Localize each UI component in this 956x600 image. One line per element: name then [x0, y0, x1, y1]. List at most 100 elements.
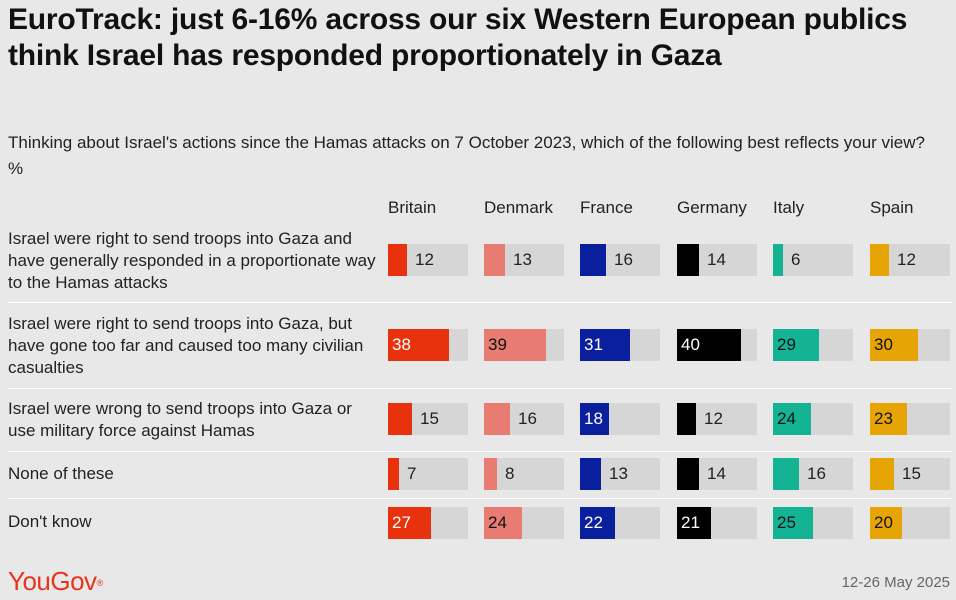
- value-label-denmark: 24: [488, 513, 507, 532]
- value-label-italy: 16: [807, 464, 826, 483]
- bar-track-britain: 15: [388, 403, 468, 435]
- bar-denmark: [484, 507, 522, 539]
- value-label-france: 16: [614, 250, 633, 269]
- bar-spain: [870, 329, 918, 361]
- row-divider: [8, 498, 952, 499]
- country-header-germany: Germany: [677, 198, 747, 217]
- value-label-denmark: 8: [505, 464, 515, 483]
- bar-britain: [388, 244, 407, 276]
- bar-track-spain: 15: [870, 458, 950, 490]
- value-label-germany: 14: [707, 464, 726, 483]
- value-label-italy: 6: [791, 250, 801, 269]
- value-label-spain: 15: [902, 464, 921, 483]
- bar-track-france: 31: [580, 329, 660, 361]
- value-label-italy: 25: [777, 513, 796, 532]
- value-label-germany: 14: [707, 250, 726, 269]
- bar-track-denmark: 39: [484, 329, 564, 361]
- bar-track-denmark: 24: [484, 507, 564, 539]
- logo-text: YouGov: [8, 566, 97, 596]
- value-label-spain: 20: [874, 513, 893, 532]
- bar-track-france: 18: [580, 403, 660, 435]
- value-label-france: 18: [584, 409, 603, 428]
- bar-britain: [388, 403, 412, 435]
- bar-germany: [677, 507, 711, 539]
- bar-track-spain: 12: [870, 244, 950, 276]
- bar-track-denmark: 16: [484, 403, 564, 435]
- bar-track-germany: 14: [677, 458, 757, 490]
- bar-france: [580, 403, 609, 435]
- value-label-denmark: 16: [518, 409, 537, 428]
- bar-track-spain: 30: [870, 329, 950, 361]
- bar-germany: [677, 244, 699, 276]
- row-divider: [8, 302, 952, 303]
- country-header-denmark: Denmark: [484, 198, 553, 217]
- bar-denmark: [484, 403, 510, 435]
- fieldwork-date: 12-26 May 2025: [841, 574, 950, 591]
- bar-britain: [388, 458, 399, 490]
- bar-track-britain: 38: [388, 329, 468, 361]
- bar-spain: [870, 458, 894, 490]
- value-label-italy: 29: [777, 335, 796, 354]
- value-label-france: 13: [609, 464, 628, 483]
- value-label-italy: 24: [777, 409, 796, 428]
- bar-track-france: 16: [580, 244, 660, 276]
- row-label: Israel were wrong to send troops into Ga…: [8, 399, 352, 440]
- country-header-spain: Spain: [870, 198, 914, 217]
- bar-germany: [677, 329, 741, 361]
- row-divider: [8, 388, 952, 389]
- bar-track-germany: 40: [677, 329, 757, 361]
- bar-britain: [388, 329, 449, 361]
- value-label-denmark: 39: [488, 335, 507, 354]
- row-label: None of these: [8, 464, 114, 483]
- value-label-britain: 15: [420, 409, 439, 428]
- bar-track-france: 13: [580, 458, 660, 490]
- value-label-britain: 38: [392, 335, 411, 354]
- bar-track-germany: 12: [677, 403, 757, 435]
- country-header-britain: Britain: [388, 198, 437, 217]
- country-header-italy: Italy: [773, 198, 805, 217]
- bar-spain: [870, 244, 889, 276]
- bar-italy: [773, 403, 811, 435]
- bar-track-italy: 6: [773, 244, 853, 276]
- bar-track-italy: 24: [773, 403, 853, 435]
- value-label-france: 31: [584, 335, 603, 354]
- value-label-britain: 27: [392, 513, 411, 532]
- bar-track-britain: 12: [388, 244, 468, 276]
- bar-germany: [677, 403, 696, 435]
- row-divider: [8, 451, 952, 452]
- bar-italy: [773, 458, 799, 490]
- bar-denmark: [484, 329, 546, 361]
- value-label-france: 22: [584, 513, 603, 532]
- bar-italy: [773, 507, 813, 539]
- value-label-denmark: 13: [513, 250, 532, 269]
- value-label-spain: 12: [897, 250, 916, 269]
- row-label: Israel were right to send troops into Ga…: [8, 314, 364, 377]
- bar-track-italy: 25: [773, 507, 853, 539]
- bar-track-italy: 16: [773, 458, 853, 490]
- value-label-britain: 12: [415, 250, 434, 269]
- bar-track-britain: 7: [388, 458, 468, 490]
- bar-germany: [677, 458, 699, 490]
- value-label-britain: 7: [407, 464, 417, 483]
- chart-title: EuroTrack: just 6-16% across our six Wes…: [8, 3, 908, 72]
- bar-track-denmark: 8: [484, 458, 564, 490]
- bar-track-france: 22: [580, 507, 660, 539]
- bar-track-spain: 23: [870, 403, 950, 435]
- bar-track-germany: 21: [677, 507, 757, 539]
- bar-italy: [773, 244, 783, 276]
- value-label-germany: 12: [704, 409, 723, 428]
- bar-spain: [870, 403, 907, 435]
- row-label: Israel were right to send troops into Ga…: [8, 229, 376, 292]
- bar-france: [580, 458, 601, 490]
- bar-france: [580, 507, 615, 539]
- bar-france: [580, 244, 606, 276]
- row-label: Don't know: [8, 512, 92, 531]
- bar-italy: [773, 329, 819, 361]
- bar-track-spain: 20: [870, 507, 950, 539]
- chart-subtitle: Thinking about Israel's actions since th…: [8, 133, 925, 178]
- yougov-logo: YouGov®: [8, 566, 103, 596]
- value-label-germany: 21: [681, 513, 700, 532]
- value-label-germany: 40: [681, 335, 700, 354]
- bar-track-britain: 27: [388, 507, 468, 539]
- bar-france: [580, 329, 630, 361]
